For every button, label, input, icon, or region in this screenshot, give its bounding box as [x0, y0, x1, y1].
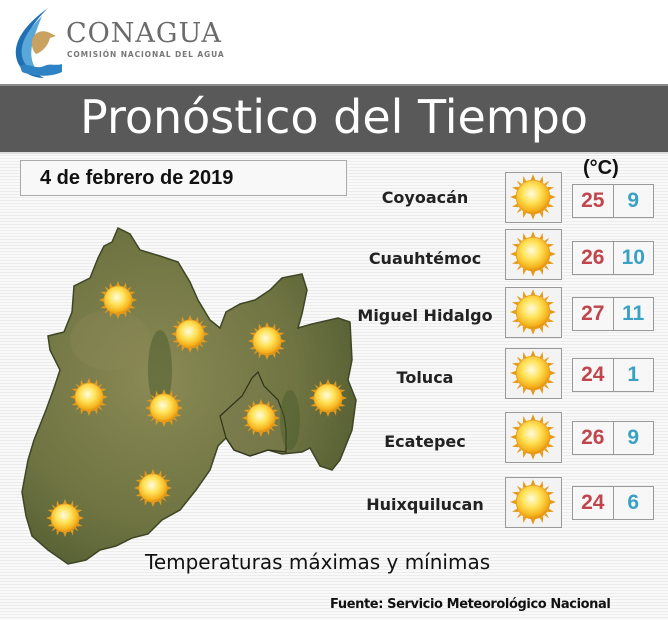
sunny-icon [509, 173, 557, 221]
sunny-icon [509, 413, 557, 461]
sunny-icon [509, 478, 557, 526]
min-temp: 9 [627, 189, 640, 212]
title-banner [0, 84, 668, 154]
min-temp: 6 [627, 491, 640, 514]
weather-icon-box [505, 348, 562, 399]
city-name: Coyoacán [381, 188, 469, 207]
forecast-row-cuauhtemoc: Cuauhtémoc 26 10 [0, 229, 668, 285]
logo-subtitle: COMISIÓN NACIONAL DEL AGUA [67, 50, 225, 59]
city-name: Huixquilucan [366, 495, 484, 514]
min-temp: 9 [627, 426, 640, 449]
min-temp: 1 [627, 363, 640, 386]
date-box [20, 160, 347, 196]
forecast-date: 4 de febrero de 2019 [40, 167, 234, 189]
forecast-row-miguel-hidalgo: Miguel Hidalgo 27 11 [0, 287, 668, 343]
region-map [21, 226, 357, 565]
sunny-icon [509, 288, 557, 336]
city-name: Ecatepec [384, 432, 466, 451]
max-temp: 24 [573, 359, 614, 391]
temperature-box: 26 10 [572, 241, 654, 275]
forecast-row-ecatepec: Ecatepec 26 9 [0, 412, 668, 468]
source-credit: Fuente: Servicio Meteorológico Nacional [330, 597, 611, 612]
weather-icon-box [505, 172, 562, 223]
temperatures-caption: Temperaturas máximas y mínimas [145, 550, 491, 574]
max-temp: 26 [573, 242, 614, 274]
temperature-box: 24 1 [572, 358, 654, 392]
forecast-row-coyoacan: Coyoacán 25 9 [0, 172, 668, 228]
logo-area [0, 0, 668, 84]
temperature-box: 26 9 [572, 421, 654, 455]
temperature-box: 24 6 [572, 486, 654, 520]
city-name: Cuauhtémoc [368, 249, 482, 268]
city-name: Miguel Hidalgo [357, 306, 493, 325]
max-temp: 25 [573, 185, 614, 217]
weather-icon-box [505, 229, 562, 280]
min-temp: 11 [622, 302, 645, 325]
weather-icon-box [505, 477, 562, 528]
weather-icon-box [505, 412, 562, 463]
forecast-row-huixquilucan: Huixquilucan 24 6 [0, 477, 668, 533]
page-title: Pronóstico del Tiempo [80, 90, 588, 144]
forecast-row-toluca: Toluca 24 1 [0, 348, 668, 404]
sunny-icon [509, 349, 557, 397]
temperature-box: 27 11 [572, 297, 654, 331]
sunny-icon [509, 230, 557, 278]
logo-title: CONAGUA [66, 18, 222, 49]
max-temp: 27 [573, 298, 614, 330]
max-temp: 26 [573, 422, 614, 454]
temperature-box: 25 9 [572, 184, 654, 218]
weather-icon-box [505, 287, 562, 338]
city-name: Toluca [396, 368, 454, 387]
unit-label: (°C) [583, 157, 619, 179]
conagua-logo-icon [15, 8, 62, 78]
min-temp: 10 [621, 246, 645, 269]
max-temp: 24 [573, 487, 614, 519]
